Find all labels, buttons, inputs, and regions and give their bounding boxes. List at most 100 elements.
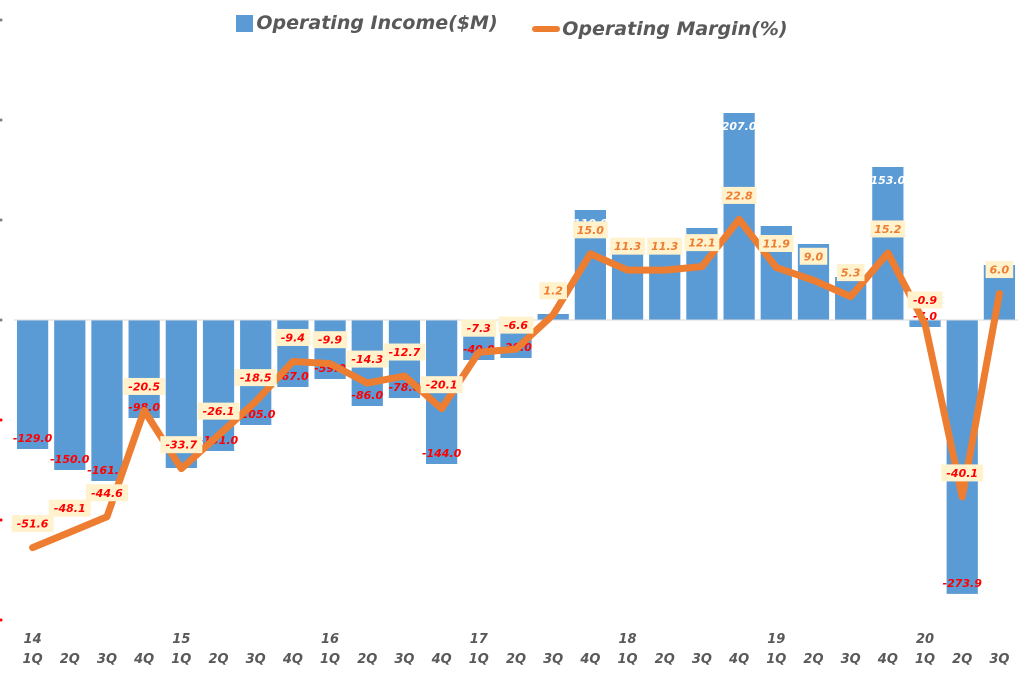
margin-data-label: -51.6 [11,515,54,533]
bar-data-label: 207.0 [722,120,757,133]
margin-label-text: -51.6 [17,518,49,531]
bar-operating-income [16,320,49,449]
margin-label-text: 15.2 [874,223,901,236]
margin-label-text: -20.1 [426,379,458,392]
bar-data-label: -161.0 [87,464,127,477]
margin-data-label: -26.1 [197,402,240,420]
x-tick-label-quarter: 1Q [469,652,489,667]
margin-label-text: 15.0 [577,224,604,237]
x-tick-label-quarter: 3Q [97,652,117,667]
margin-data-label: 11.3 [647,237,683,255]
x-tick-label-quarter: 2Q [357,652,377,667]
chart-legend: Operating Income($M) Operating Margin(%) [0,12,1024,40]
margin-label-box [312,331,348,349]
bar-operating-income [872,167,904,320]
x-tick-label-quarter: 2Q [60,652,80,667]
margin-data-label: -20.1 [420,376,463,394]
x-tick-label-quarter: 2Q [952,652,972,667]
x-tick-label-quarter: 1Q [766,652,786,667]
margin-data-label: 5.3 [836,264,865,282]
x-tick-label-quarter: 1Q [23,652,43,667]
x-axis-labels: 1Q 2Q 3Q 4Q 1Q 2Q 3Q 4Q 1Q 2Q 3Q 4Q 1Q 2Q 3Q 4Q 1Q 2Q 3Q 4Q… [23,632,1010,667]
margin-label-box [11,515,54,533]
margin-label-box [461,319,497,337]
margin-data-label: -40.1 [941,464,984,482]
x-tick-label-quarter: 4Q [579,652,600,667]
bar-data-label: -129.0 [13,432,53,445]
x-tick-label-quarter: 3Q [692,652,712,667]
x-tick-label-quarter: 3Q [246,652,266,667]
margin-label-box [684,234,720,252]
x-tick-label-year: 17 [470,632,489,647]
margin-label-box [610,237,645,255]
x-tick-label-year: 16 [321,632,339,647]
margin-label-text: -40.1 [946,467,978,480]
margin-label-text: 11.3 [651,240,678,253]
margin-label-box [234,369,277,387]
margin-data-label: 9.0 [799,247,828,265]
margin-label-box [836,264,865,282]
bar-operating-income [91,320,123,481]
margin-label-box [123,377,166,395]
x-tick-label-quarter: 1Q [320,652,340,667]
margin-data-label: 15.2 [870,220,906,238]
x-tick-label-year: 18 [619,632,637,647]
left-axis-tick [0,518,3,522]
margin-label-text: 9.0 [804,250,824,263]
x-tick-label-year: 15 [172,632,190,647]
x-tick-label-quarter: 3Q [543,652,563,667]
margin-label-text: -6.6 [504,319,528,332]
margin-data-label: -0.9 [907,291,943,309]
margin-label-box [758,235,794,252]
margin-label-box [346,350,389,368]
x-tick-label-quarter: 2Q [506,652,526,667]
margin-label-box [275,328,311,346]
margin-label-text: 12.1 [688,237,715,250]
x-tick-label-quarter: 3Q [841,652,861,667]
bar-data-label: -150.0 [50,453,90,466]
left-axis-tick [0,418,3,422]
margin-label-text: -9.9 [318,334,342,347]
margin-label-box [941,464,984,482]
x-tick-label-quarter: 4Q [728,652,749,667]
x-tick-label-quarter: 2Q [208,652,228,667]
margin-data-label: -9.4 [275,328,311,346]
legend-item-operating-income: Operating Income($M) [236,12,498,34]
legend-item-operating-margin: Operating Margin(%) [532,17,788,40]
margin-data-label: -18.5 [234,369,277,387]
bar-operating-income [54,320,86,470]
margin-label-text: -33.7 [165,439,197,452]
margin-label-box [197,402,240,420]
bar-operating-income [611,247,644,320]
margin-data-label: 15.0 [572,221,608,239]
margin-data-label: 6.0 [985,261,1014,279]
margin-label-box [572,221,608,239]
bar-data-label: -86.0 [351,389,383,402]
margin-label-text: 22.8 [726,189,753,202]
legend-label-operating-margin: Operating Margin(%) [562,17,788,40]
margin-label-box [48,499,91,517]
margin-line [29,215,1003,552]
margin-label-box [160,436,203,454]
legend-swatch-line [532,25,561,32]
margin-label-text: -0.9 [913,294,937,307]
bar-operating-income [128,320,160,418]
margin-data-label: -44.6 [85,484,128,502]
left-axis-tick [0,18,3,22]
margin-label-text: 11.3 [614,240,641,253]
margin-data-label: -14.3 [346,350,389,368]
margin-label-text: -12.7 [389,346,421,359]
margin-label-box [907,291,943,309]
margin-label-box [498,316,534,334]
margin-data-label: 11.3 [610,237,645,255]
x-tick-label-quarter: 4Q [431,652,452,667]
margin-label-text: -26.1 [203,405,235,418]
margin-label-text: 6.0 [990,264,1010,277]
margin-label-text: -18.5 [240,372,272,385]
margin-label-text: 11.9 [763,238,790,251]
margin-label-text: -48.1 [54,502,86,515]
line-labels-layer: -51.6-48.1-44.6-20.5-33.7-26.1-18.5-9.4-… [11,186,1014,533]
x-tick-label-quarter: 3Q [394,652,414,667]
x-tick-label-quarter: 3Q [989,652,1009,667]
x-tick-label-quarter: 1Q [171,652,191,667]
